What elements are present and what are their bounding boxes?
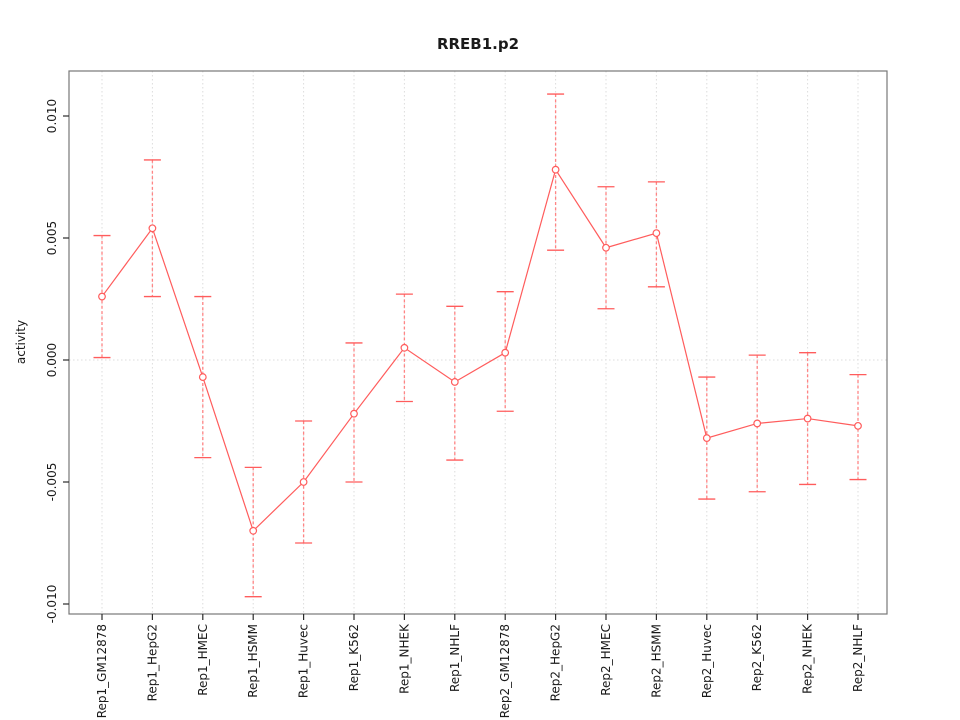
x-tick-label: Rep2_GM12878 bbox=[498, 624, 512, 718]
x-tick-label: Rep2_HepG2 bbox=[549, 624, 563, 701]
chart-title: RREB1.p2 bbox=[437, 35, 519, 53]
x-tick-label: Rep1_K562 bbox=[347, 624, 361, 691]
x-tick-label: Rep1_HMEC bbox=[196, 624, 210, 696]
y-tick-label: -0.005 bbox=[45, 463, 59, 502]
data-point bbox=[753, 419, 762, 428]
data-point bbox=[198, 373, 207, 381]
data-point bbox=[98, 292, 106, 301]
x-tick-label: Rep2_NHLF bbox=[851, 624, 865, 692]
x-tick-label: Rep1_Huvec bbox=[297, 624, 311, 698]
plot-border bbox=[68, 70, 888, 615]
x-tick-label: Rep2_NHEK bbox=[801, 623, 815, 694]
x-tick-label: Rep1_NHEK bbox=[397, 623, 411, 694]
x-tick-label: Rep2_K562 bbox=[750, 624, 764, 691]
x-tick-label: Rep1_HepG2 bbox=[145, 624, 159, 701]
y-tick-label: -0.010 bbox=[45, 585, 59, 624]
y-tick-label: 0.005 bbox=[45, 221, 59, 255]
data-point bbox=[702, 434, 711, 442]
data-point bbox=[400, 343, 409, 352]
x-tick-label: Rep2_HSMM bbox=[649, 624, 663, 698]
data-point bbox=[450, 378, 459, 386]
x-tick-label: Rep1_NHLF bbox=[448, 624, 462, 692]
y-axis-label: activity bbox=[14, 320, 28, 364]
data-point bbox=[803, 414, 812, 423]
y-tick-label: 0.010 bbox=[45, 99, 59, 133]
data-point bbox=[551, 165, 560, 174]
x-tick-label: Rep2_HMEC bbox=[599, 624, 613, 696]
data-point bbox=[602, 243, 610, 252]
series-line bbox=[101, 168, 859, 532]
x-tick-label: Rep1_HSMM bbox=[246, 624, 260, 698]
data-point bbox=[501, 348, 510, 357]
x-tick-label: Rep2_Huvec bbox=[700, 624, 714, 698]
x-tick-label: Rep1_GM12878 bbox=[95, 624, 109, 718]
data-point bbox=[148, 224, 157, 233]
data-point bbox=[854, 421, 862, 430]
y-tick-label: 0.000 bbox=[45, 343, 59, 377]
data-point bbox=[299, 478, 308, 486]
data-point bbox=[652, 229, 661, 238]
data-point bbox=[249, 526, 258, 535]
data-point bbox=[350, 409, 358, 418]
